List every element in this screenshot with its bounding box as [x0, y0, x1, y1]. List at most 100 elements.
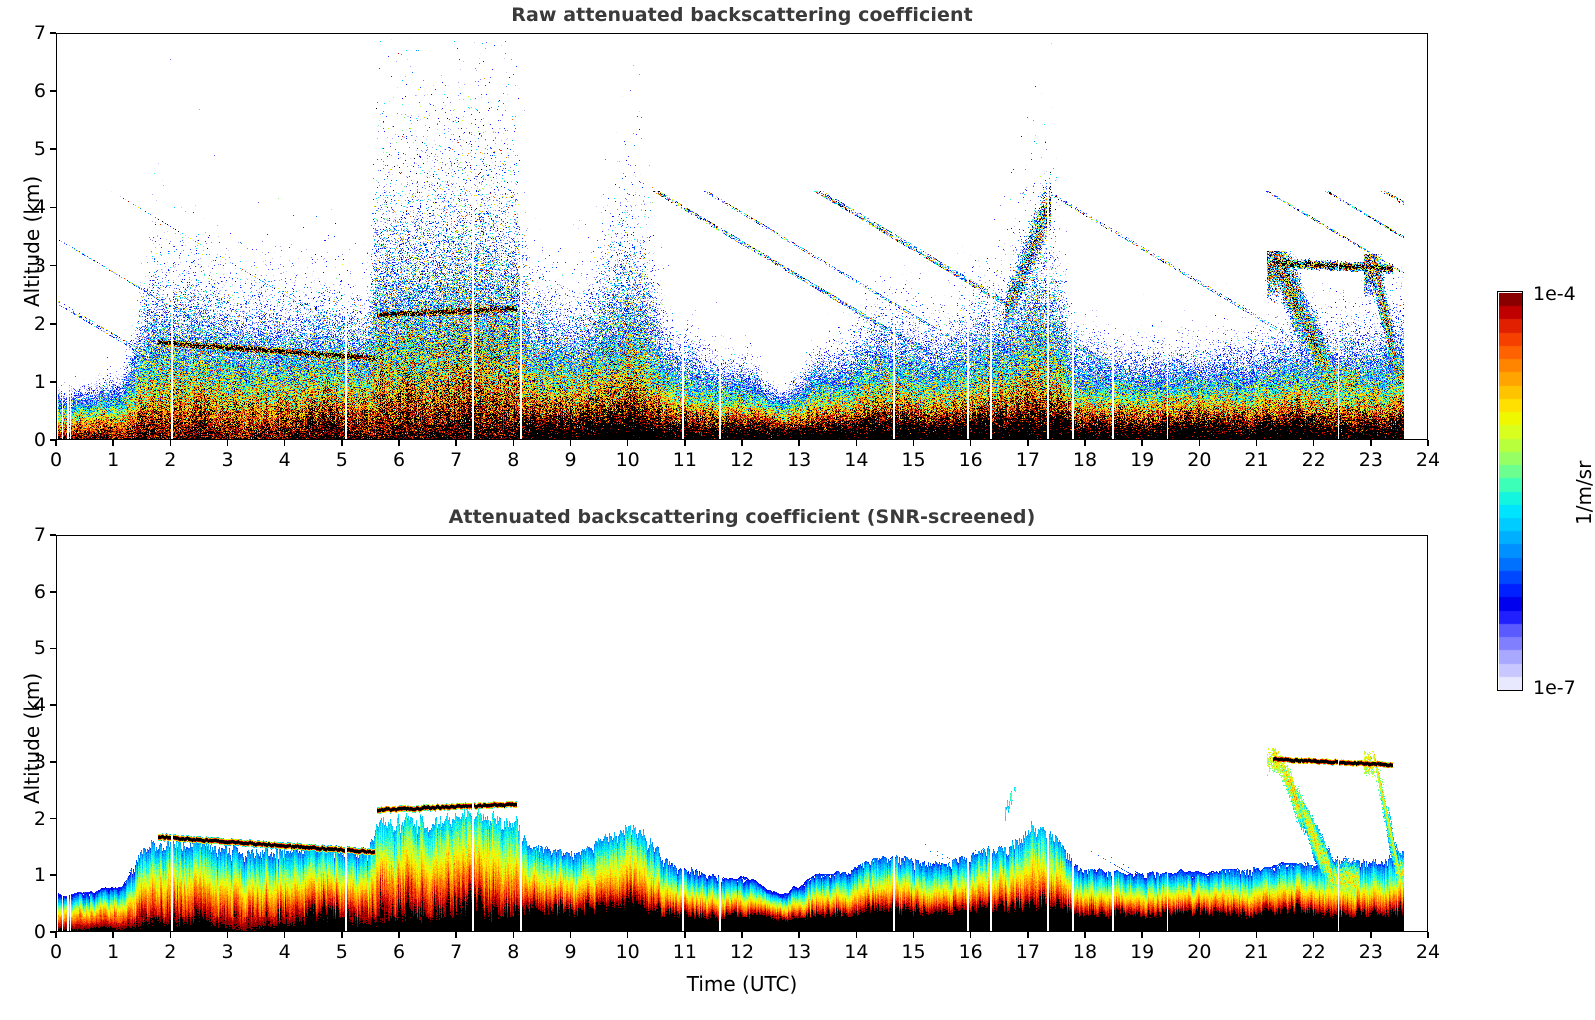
y-ticklabel-screened-2: 2 [33, 807, 46, 830]
x-tick-screened-13 [798, 932, 800, 938]
x-ticklabel-screened-17: 17 [1015, 941, 1040, 963]
x-tick-screened-5 [341, 932, 343, 938]
y-ticklabel-screened-1: 1 [33, 864, 46, 887]
x-ticklabel-raw-9: 9 [564, 449, 577, 471]
x-ticklabel-raw-16: 16 [958, 449, 983, 471]
x-tick-raw-18 [1084, 440, 1086, 446]
y-tick-raw-4 [50, 206, 56, 209]
x-ticklabel-screened-0: 0 [49, 941, 63, 963]
y-tick-raw-0 [50, 439, 56, 441]
x-tick-raw-20 [1198, 440, 1201, 446]
x-ticklabel-raw-19: 19 [1130, 449, 1155, 471]
y-tick-raw-7 [50, 32, 56, 34]
x-tick-screened-2 [169, 932, 172, 938]
x-ticklabel-raw-5: 5 [335, 449, 348, 471]
x-tick-raw-3 [226, 440, 229, 446]
x-tick-screened-9 [569, 932, 572, 938]
colorbar-frame [1497, 291, 1523, 691]
y-ticklabel-raw-5: 5 [33, 138, 46, 161]
x-ticklabel-screened-14: 14 [844, 941, 869, 963]
x-ticklabel-screened-19: 19 [1130, 941, 1155, 963]
x-ticklabel-screened-5: 5 [335, 941, 348, 963]
x-tick-raw-13 [798, 440, 800, 446]
x-ticklabel-screened-3: 3 [221, 941, 234, 963]
heatmap-raw [57, 34, 1427, 439]
y-tick-screened-6 [50, 590, 56, 593]
y-tick-screened-5 [50, 647, 56, 650]
x-tick-screened-17 [1027, 932, 1029, 938]
x-tick-screened-24 [1427, 932, 1429, 938]
y-tick-raw-3 [50, 264, 56, 267]
y-ticklabel-raw-3: 3 [33, 254, 46, 277]
x-tick-screened-8 [512, 932, 515, 938]
y-tick-screened-3 [50, 761, 56, 763]
y-ticklabel-screened-3: 3 [33, 750, 46, 773]
y-axis-label-raw: Altitude (km) [20, 175, 44, 307]
y-tick-screened-4 [50, 704, 56, 706]
x-ticklabel-raw-22: 22 [1301, 449, 1326, 471]
x-tick-raw-1 [112, 440, 114, 446]
x-tick-raw-17 [1027, 440, 1029, 446]
x-ticklabel-screened-11: 11 [672, 941, 697, 963]
x-ticklabel-screened-21: 21 [1244, 941, 1269, 963]
colorbar-gradient [1498, 292, 1522, 690]
y-tick-raw-5 [50, 148, 56, 151]
x-ticklabel-raw-14: 14 [844, 449, 869, 471]
x-ticklabel-screened-10: 10 [615, 941, 640, 963]
x-tick-screened-16 [969, 932, 972, 938]
colorbar-min-ticklabel: 1e-7 [1533, 677, 1576, 699]
colorbar-label: 1/m/sr [1572, 460, 1595, 525]
x-tick-raw-14 [855, 440, 858, 446]
x-tick-screened-23 [1370, 932, 1372, 938]
y-ticklabel-raw-0: 0 [33, 429, 46, 451]
y-tick-raw-6 [50, 90, 56, 92]
x-axis-label: Time (UTC) [686, 972, 798, 996]
y-tick-raw-1 [50, 381, 56, 383]
x-tick-raw-11 [684, 440, 686, 446]
x-tick-screened-3 [226, 932, 229, 938]
y-ticklabel-screened-6: 6 [33, 580, 46, 603]
y-ticklabel-screened-7: 7 [33, 524, 46, 546]
x-ticklabel-screened-15: 15 [901, 941, 926, 963]
x-ticklabel-screened-12: 12 [729, 941, 755, 963]
y-ticklabel-raw-1: 1 [33, 370, 46, 393]
x-ticklabel-raw-6: 6 [392, 449, 406, 471]
x-tick-raw-16 [969, 440, 972, 446]
y-ticklabel-screened-5: 5 [33, 637, 46, 660]
x-tick-raw-9 [569, 440, 572, 446]
x-tick-screened-1 [112, 932, 114, 938]
x-ticklabel-screened-24: 24 [1415, 941, 1441, 963]
x-tick-screened-10 [626, 932, 629, 938]
y-ticklabel-screened-4: 4 [33, 694, 46, 717]
y-tick-screened-7 [50, 534, 56, 536]
x-tick-raw-6 [398, 440, 400, 446]
x-tick-raw-12 [741, 440, 743, 446]
x-ticklabel-screened-2: 2 [164, 941, 177, 963]
y-ticklabel-raw-7: 7 [33, 22, 46, 44]
x-ticklabel-raw-21: 21 [1244, 449, 1269, 471]
x-tick-screened-20 [1198, 932, 1201, 938]
x-tick-screened-21 [1255, 932, 1258, 938]
y-tick-screened-2 [50, 817, 56, 820]
y-tick-screened-0 [50, 931, 56, 933]
x-tick-screened-12 [741, 932, 743, 938]
heatmap-screened [57, 536, 1427, 931]
x-ticklabel-raw-24: 24 [1415, 449, 1441, 471]
x-tick-raw-24 [1427, 440, 1429, 446]
x-tick-raw-15 [912, 440, 915, 446]
x-ticklabel-screened-6: 6 [392, 941, 406, 963]
x-tick-screened-0 [55, 932, 57, 938]
x-tick-screened-18 [1084, 932, 1086, 938]
y-ticklabel-screened-0: 0 [33, 921, 46, 943]
panel-title-screened: Attenuated backscattering coefficient (S… [448, 506, 1036, 528]
x-ticklabel-screened-8: 8 [507, 941, 520, 963]
x-ticklabel-raw-20: 20 [1187, 449, 1212, 471]
x-tick-screened-19 [1141, 932, 1143, 938]
x-ticklabel-raw-23: 23 [1358, 449, 1383, 471]
x-ticklabel-raw-1: 1 [107, 449, 120, 471]
x-tick-raw-23 [1370, 440, 1372, 446]
x-tick-raw-4 [283, 440, 286, 446]
x-tick-raw-2 [169, 440, 172, 446]
x-ticklabel-raw-17: 17 [1015, 449, 1040, 471]
